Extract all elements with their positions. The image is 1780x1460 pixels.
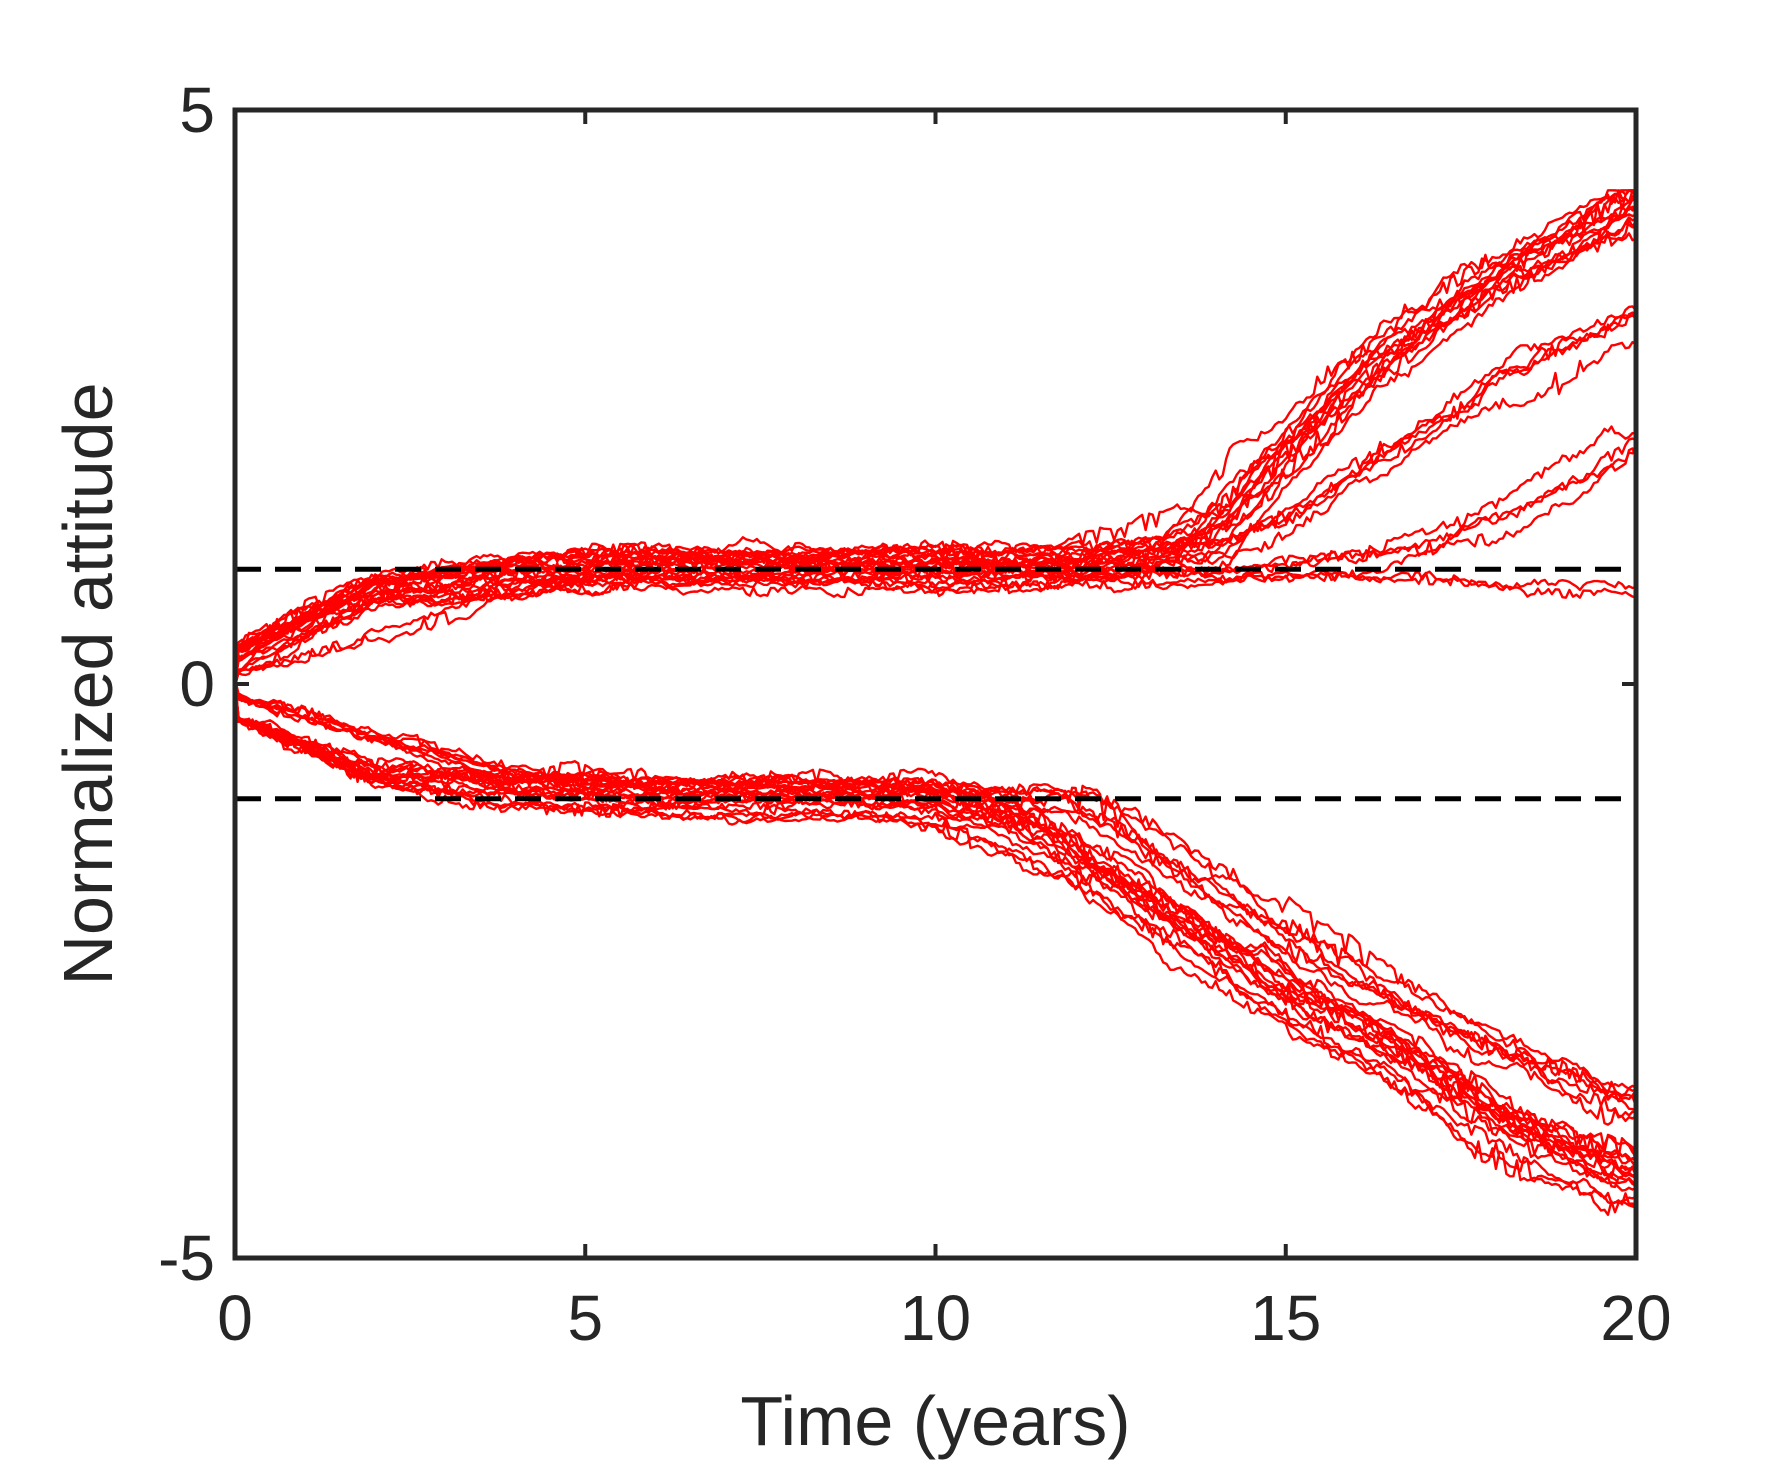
trajectory-line-34: [233, 683, 1637, 1206]
series-group: [233, 189, 1638, 1216]
trajectory-line-35: [233, 686, 1637, 1180]
y-tick-label: -5: [158, 1222, 215, 1294]
reference-lines: [235, 566, 1636, 802]
x-tick-label: 10: [900, 1282, 971, 1354]
trajectory-line-39: [233, 685, 1637, 1180]
x-tick-label: 5: [567, 1282, 603, 1354]
y-tick-label: 0: [179, 648, 215, 720]
trajectory-line-37: [233, 681, 1637, 1186]
x-tick-label: 20: [1600, 1282, 1671, 1354]
trajectory-line-47: [233, 683, 1637, 1112]
trajectory-line-24: [233, 559, 1637, 686]
trajectory-line-22: [233, 425, 1637, 686]
y-axis-title: Normalized attitude: [49, 382, 127, 985]
y-tick-label: 5: [179, 74, 215, 146]
trajectory-line-20: [233, 447, 1638, 687]
trajectory-line-16: [233, 314, 1637, 684]
x-axis-title: Time (years): [740, 1382, 1130, 1460]
trajectory-line-40: [233, 686, 1638, 1211]
trajectory-line-42: [233, 679, 1637, 1126]
trajectory-line-18: [233, 305, 1637, 685]
x-tick-label: 15: [1250, 1282, 1321, 1354]
ticks: 0 5 10 15 20-505: [158, 74, 1672, 1354]
trajectory-line-23: [233, 569, 1637, 684]
x-tick-label: 0: [217, 1282, 253, 1354]
